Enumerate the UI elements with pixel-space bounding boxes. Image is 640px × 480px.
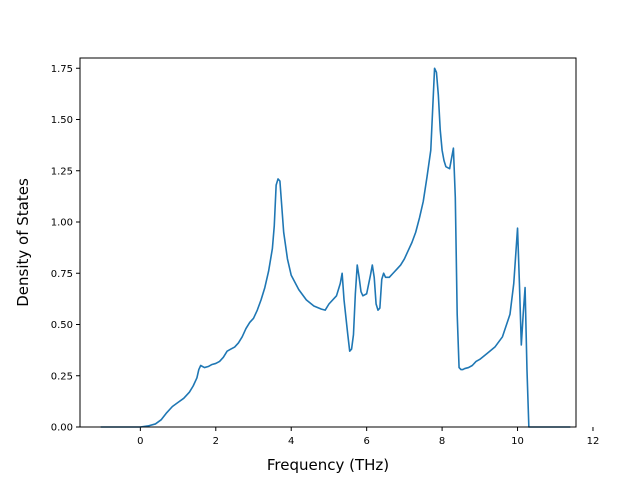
y-axis-label: Density of States bbox=[14, 178, 32, 307]
y-tick-label: 0.75 bbox=[51, 269, 73, 280]
y-tick-label: 1.00 bbox=[51, 218, 73, 229]
x-tick-label: 10 bbox=[511, 436, 524, 447]
x-axis-ticks: 0 2 4 6 8 10 12 bbox=[137, 427, 599, 447]
x-tick-label: 4 bbox=[288, 436, 294, 447]
y-tick-label: 1.25 bbox=[51, 166, 73, 177]
x-tick-label: 0 bbox=[137, 436, 143, 447]
y-tick-label: 1.75 bbox=[51, 64, 73, 75]
x-axis-label: Frequency (THz) bbox=[267, 456, 389, 474]
x-tick-label: 6 bbox=[363, 436, 369, 447]
plot-frame bbox=[79, 57, 577, 428]
y-tick-label: 0.00 bbox=[51, 423, 73, 434]
y-tick-label: 0.50 bbox=[51, 320, 73, 331]
x-tick-label: 12 bbox=[587, 436, 600, 447]
y-tick-label: 1.50 bbox=[51, 115, 73, 126]
y-tick-label: 0.25 bbox=[51, 371, 73, 382]
series-line bbox=[100, 67, 571, 428]
x-tick-label: 2 bbox=[213, 436, 219, 447]
y-axis-ticks: 0.00 0.25 0.50 0.75 1.00 1.25 1.50 1.75 bbox=[51, 64, 80, 434]
x-tick-label: 8 bbox=[439, 436, 445, 447]
